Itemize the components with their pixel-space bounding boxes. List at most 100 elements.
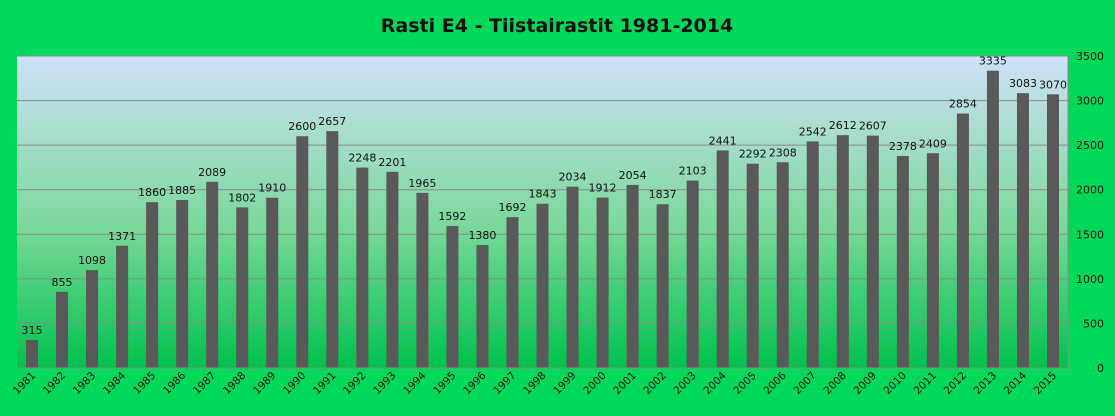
x-tick-label: 2014 xyxy=(1002,369,1030,397)
data-label-2015: 3070 xyxy=(1039,78,1067,91)
bar-2001 xyxy=(626,184,639,368)
data-label-1982: 855 xyxy=(52,276,73,289)
x-tick-label: 1999 xyxy=(551,370,578,397)
x-tick-label: 2011 xyxy=(912,370,939,397)
bar-2004 xyxy=(716,150,729,368)
x-tick-label: 1983 xyxy=(71,370,98,397)
data-label-1998: 1843 xyxy=(529,188,557,201)
x-tick-label: 1982 xyxy=(41,370,68,397)
bar-1989 xyxy=(266,197,279,368)
data-label-1988: 1802 xyxy=(228,191,256,204)
x-tick-label: 2003 xyxy=(671,370,698,397)
bar-1988 xyxy=(236,207,249,368)
bar-2008 xyxy=(836,135,849,368)
bar-2007 xyxy=(806,141,819,368)
data-label-2006: 2308 xyxy=(769,146,797,159)
x-tick-label: 1986 xyxy=(161,369,189,397)
x-tick-label: 2015 xyxy=(1032,370,1059,397)
bar-1992 xyxy=(356,167,369,368)
data-label-1993: 2201 xyxy=(378,156,406,169)
x-tick-label: 2007 xyxy=(791,370,818,397)
bar-1995 xyxy=(446,226,459,368)
data-label-2011: 2409 xyxy=(919,137,947,150)
x-tick-label: 1997 xyxy=(491,370,518,397)
x-tick-label: 2005 xyxy=(731,370,758,397)
y-axis: 0 500 1000 1500 2000 2500 3000 3500 xyxy=(1067,50,1104,375)
x-tick-label: 1985 xyxy=(131,370,158,397)
bar-1981 xyxy=(26,339,39,368)
y-tick-label: 2500 xyxy=(1076,139,1104,152)
bar-1986 xyxy=(176,199,189,368)
y-tick-label: 500 xyxy=(1083,317,1104,330)
data-label-1984: 1371 xyxy=(108,230,136,243)
x-tick-label: 1995 xyxy=(431,370,458,397)
x-tick-label: 2013 xyxy=(972,370,999,397)
bar-1982 xyxy=(56,291,69,368)
x-tick-label: 1994 xyxy=(401,369,429,397)
bar-2006 xyxy=(776,162,789,368)
y-tick-label: 0 xyxy=(1097,362,1104,375)
x-tick-label: 2009 xyxy=(852,370,879,397)
data-label-2002: 1837 xyxy=(649,188,677,201)
data-label-1991: 2657 xyxy=(318,115,346,128)
y-tick-label: 1000 xyxy=(1076,273,1104,286)
data-label-1999: 2034 xyxy=(559,171,587,184)
data-label-2008: 2612 xyxy=(829,119,857,132)
bar-2009 xyxy=(866,135,879,368)
data-label-2012: 2854 xyxy=(949,98,977,111)
x-tick-label: 2012 xyxy=(942,370,969,397)
bar-2012 xyxy=(956,113,969,368)
x-tick-label: 1987 xyxy=(191,370,218,397)
data-label-2007: 2542 xyxy=(799,125,827,138)
bar-1996 xyxy=(476,244,489,368)
data-label-1985: 1860 xyxy=(138,186,166,199)
data-label-1990: 2600 xyxy=(288,120,316,133)
bar-1985 xyxy=(146,202,159,368)
y-tick-label: 3500 xyxy=(1076,50,1104,63)
data-label-1994: 1965 xyxy=(408,177,436,190)
data-label-2004: 2441 xyxy=(709,134,737,147)
bar-1994 xyxy=(416,192,429,368)
x-tick-label: 1998 xyxy=(521,370,548,397)
bar-1983 xyxy=(86,270,99,368)
bar-1997 xyxy=(506,217,519,368)
data-label-2009: 2607 xyxy=(859,120,887,133)
bar-2005 xyxy=(746,163,759,368)
data-label-1989: 1910 xyxy=(258,182,286,195)
bar-2000 xyxy=(596,197,609,368)
bar-1991 xyxy=(326,131,339,368)
x-tick-label: 1989 xyxy=(251,370,278,397)
bar-2013 xyxy=(986,70,999,369)
data-label-1996: 1380 xyxy=(468,229,496,242)
bar-1987 xyxy=(206,181,219,368)
chart-title: Rasti E4 - Tiistairastit 1981-2014 xyxy=(381,15,733,37)
x-tick-label: 1990 xyxy=(281,370,308,397)
x-tick-label: 1988 xyxy=(221,370,248,397)
x-tick-label: 2008 xyxy=(822,370,849,397)
bar-1998 xyxy=(536,203,549,368)
data-label-2000: 1912 xyxy=(589,182,617,195)
bar-1984 xyxy=(116,245,129,368)
bar-1999 xyxy=(566,186,579,368)
y-tick-label: 1500 xyxy=(1076,228,1104,241)
bar-2003 xyxy=(686,180,699,368)
x-tick-label: 2002 xyxy=(641,370,668,397)
x-tick-label: 2001 xyxy=(611,370,638,397)
x-axis: 1981 1982 1983 1984 1985 1986 1987 1988 1989 1990… xyxy=(11,367,1068,397)
x-tick-label: 1996 xyxy=(461,369,489,397)
data-label-2005: 2292 xyxy=(739,148,767,161)
x-tick-label: 1981 xyxy=(11,370,38,397)
data-label-1997: 1692 xyxy=(498,201,526,214)
bar-2014 xyxy=(1016,93,1029,368)
data-label-1981: 315 xyxy=(22,324,43,337)
bar-2010 xyxy=(896,156,909,368)
data-label-1983: 1098 xyxy=(78,254,106,267)
x-tick-label: 1992 xyxy=(341,370,368,397)
bar-1990 xyxy=(296,136,309,368)
x-tick-label: 1991 xyxy=(311,370,338,397)
data-label-2014: 3083 xyxy=(1009,77,1037,90)
x-tick-label: 2010 xyxy=(882,370,909,397)
